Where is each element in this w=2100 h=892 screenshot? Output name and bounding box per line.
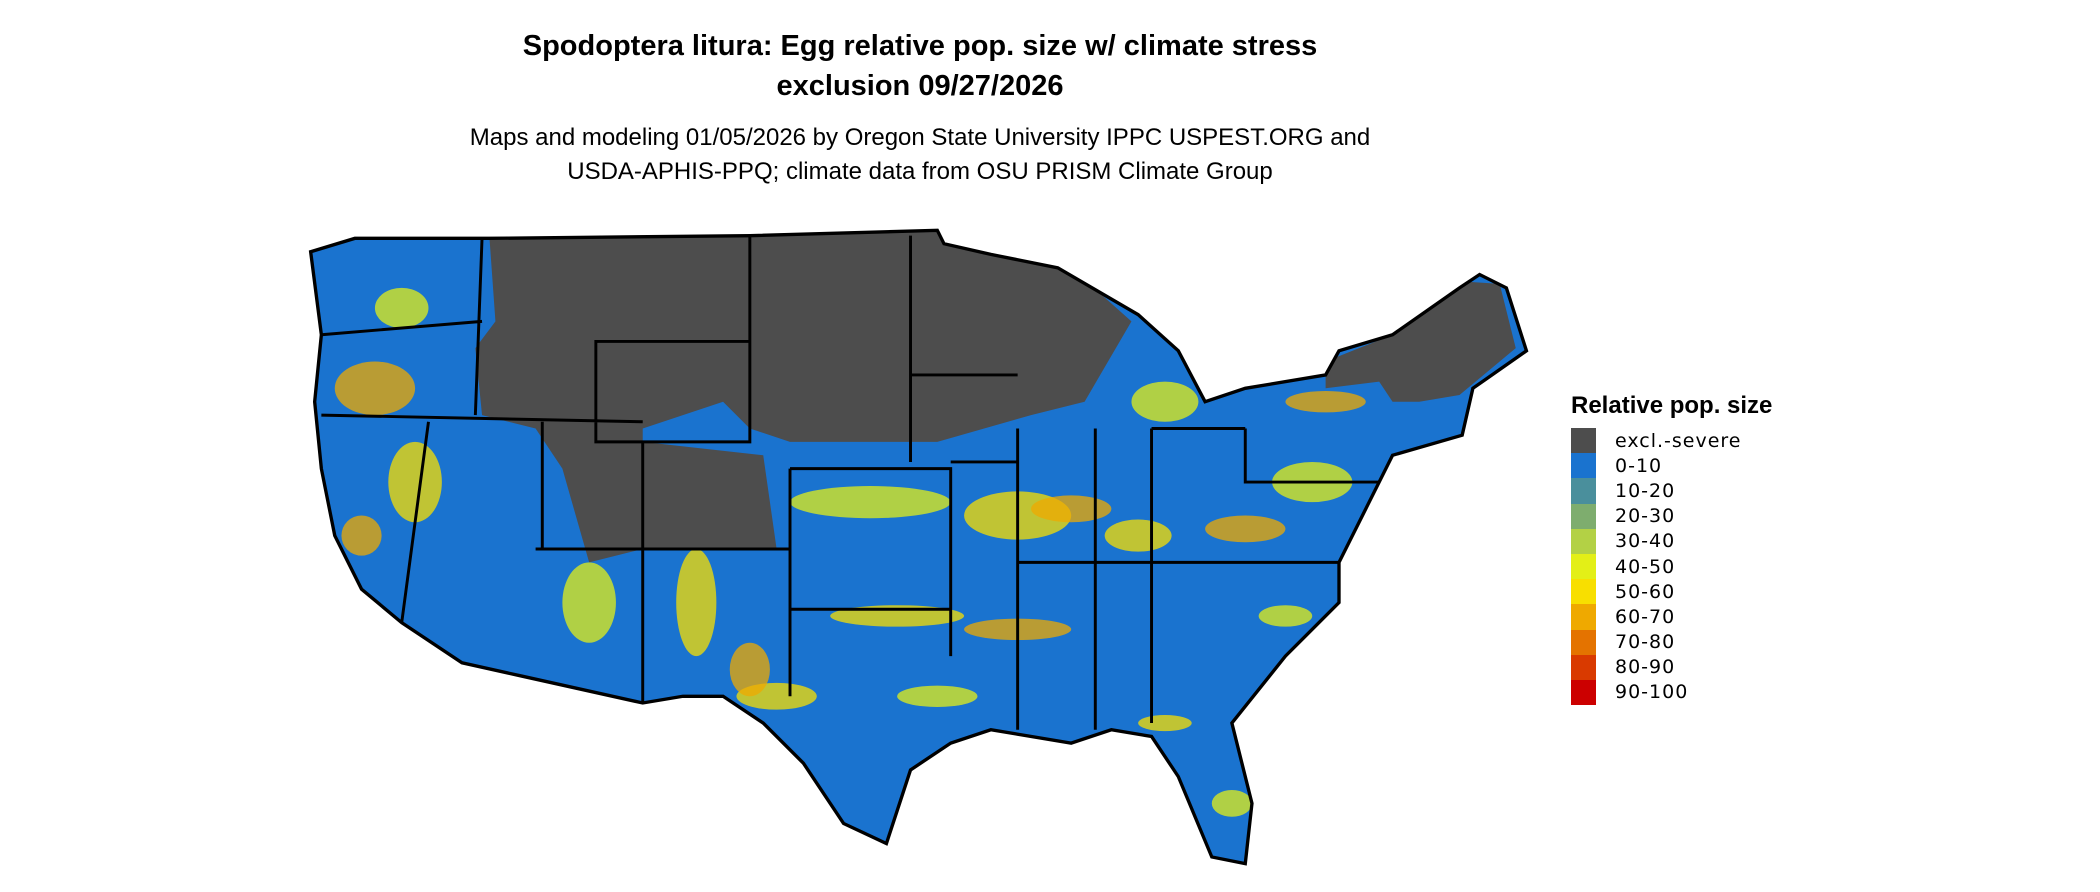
legend-label: 30-40: [1615, 530, 1676, 553]
hotspot: [897, 685, 978, 707]
legend-label: 90-100: [1615, 681, 1689, 704]
legend-label: 70-80: [1615, 631, 1676, 654]
legend-item: 20-30: [1571, 503, 1772, 529]
hotspot: [374, 287, 429, 329]
legend-swatch: [1571, 453, 1596, 479]
hotspot: [729, 642, 770, 697]
hotspot: [341, 515, 382, 556]
legend-label: 40-50: [1615, 555, 1676, 578]
title-line-2: exclusion 09/27/2026: [776, 70, 1064, 102]
hotspot: [790, 486, 951, 519]
legend-items: excl.-severe 0-10 10-20 20-30 30-40 40-50 50-6…: [1571, 428, 1772, 706]
hotspot: [388, 441, 442, 523]
legend-label: 0-10: [1615, 454, 1663, 477]
hotspot: [1258, 605, 1313, 627]
legend-item: 60-70: [1571, 604, 1772, 630]
legend-swatch: [1571, 604, 1596, 630]
legend-item: 30-40: [1571, 528, 1772, 554]
legend-label: 20-30: [1615, 505, 1676, 528]
legend-item: 80-90: [1571, 654, 1772, 680]
legend-swatch: [1571, 428, 1596, 454]
legend-item: 90-100: [1571, 679, 1772, 706]
hotspot: [1031, 495, 1112, 523]
hotspot: [1131, 381, 1199, 422]
legend-label: excl.-severe: [1615, 429, 1742, 452]
legend-item: 70-80: [1571, 629, 1772, 655]
map-subtitle: Maps and modeling 01/05/2026 by Oregon S…: [320, 121, 1520, 189]
hotspot: [562, 562, 616, 643]
legend-swatch: [1571, 503, 1596, 529]
hotspot: [1205, 515, 1286, 543]
legend-item: 0-10: [1571, 453, 1772, 479]
legend-title: Relative pop. size: [1571, 392, 1773, 419]
legend-item: 50-60: [1571, 579, 1772, 605]
legend-label: 60-70: [1615, 605, 1676, 628]
legend-swatch: [1571, 679, 1596, 706]
legend-swatch: [1571, 553, 1596, 580]
map-title: Spodoptera litura: Egg relative pop. siz…: [320, 26, 1520, 106]
excluded-region-northeast: [1325, 281, 1516, 402]
legend-label: 80-90: [1615, 656, 1676, 679]
legend: Relative pop. size excl.-severe 0-10 10-20…: [1571, 392, 1773, 706]
hotspot: [1138, 715, 1192, 732]
legend-label: 50-60: [1615, 580, 1676, 603]
suitability-hotspots: [334, 287, 1366, 817]
legend-item: excl.-severe: [1571, 428, 1772, 454]
hotspot: [334, 361, 416, 416]
legend-item: 40-50: [1571, 553, 1772, 580]
hotspot: [676, 548, 717, 657]
hotspot: [1285, 390, 1366, 413]
legend-swatch: [1571, 629, 1596, 655]
subtitle-line-2: USDA-APHIS-PPQ; climate data from OSU PR…: [567, 158, 1273, 185]
legend-swatch: [1571, 579, 1596, 605]
legend-label: 10-20: [1615, 479, 1676, 502]
legend-swatch: [1571, 528, 1596, 554]
legend-item: 10-20: [1571, 478, 1772, 504]
title-line-1: Spodoptera litura: Egg relative pop. siz…: [522, 30, 1318, 62]
excluded-region-north: [475, 230, 1132, 563]
legend-swatch: [1571, 654, 1596, 680]
legend-swatch: [1571, 478, 1596, 504]
subtitle-line-1: Maps and modeling 01/05/2026 by Oregon S…: [469, 124, 1371, 151]
hotspot: [1104, 519, 1172, 552]
hotspot: [1211, 790, 1252, 817]
state-borders: [321, 235, 1380, 730]
